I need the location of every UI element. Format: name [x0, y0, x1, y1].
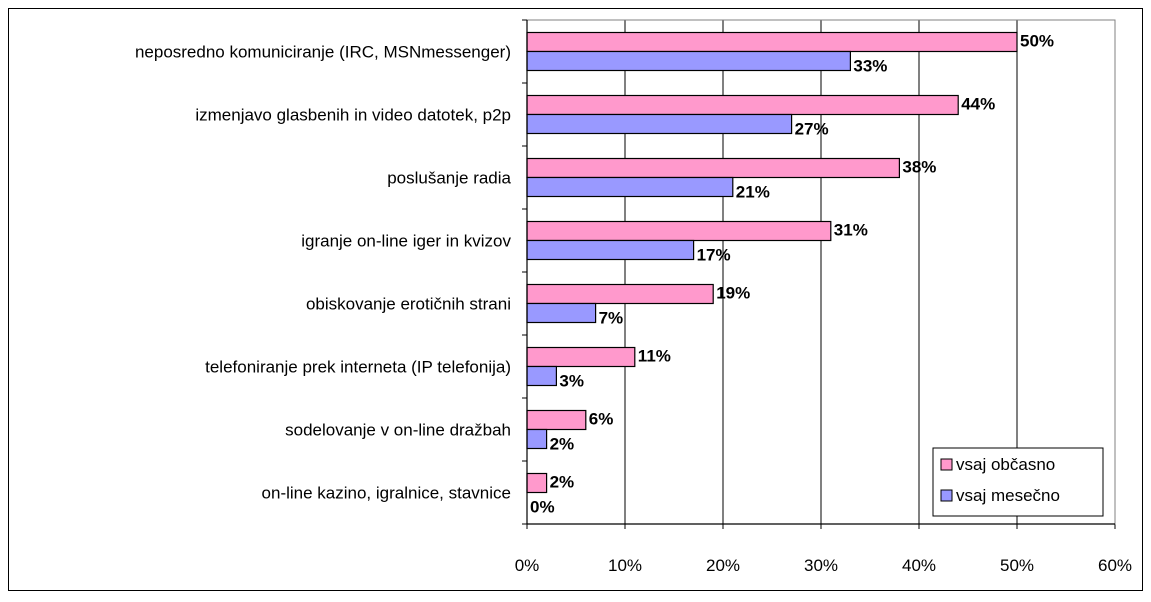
data-label: 2% — [550, 435, 575, 454]
data-label: 7% — [599, 309, 624, 328]
x-tick-label: 50% — [1000, 556, 1034, 575]
x-tick-label: 60% — [1098, 556, 1132, 575]
bar-vsaj-obcasno — [526, 346, 636, 368]
data-label: 0% — [530, 498, 555, 517]
bar-vsaj-obcasno — [526, 31, 1018, 53]
bar-vsaj-obcasno — [526, 157, 900, 179]
category-label: poslušanje radia — [387, 169, 511, 188]
data-label: 50% — [1020, 32, 1054, 51]
bar-vsaj-mesecno — [526, 302, 597, 324]
bar-vsaj-obcasno — [526, 472, 548, 494]
x-tick-label: 40% — [902, 556, 936, 575]
legend-label: vsaj občasno — [956, 455, 1055, 474]
data-label: 33% — [853, 57, 887, 76]
data-label: 31% — [834, 221, 868, 240]
bar-vsaj-mesecno — [526, 176, 734, 198]
labels: neposredno komuniciranje (IRC, MSNmessen… — [135, 32, 1054, 517]
bar-vsaj-mesecno — [526, 239, 695, 261]
axes: 0% 10% 20% 30% 40% 50% 60% — [515, 19, 1132, 575]
bar-vsaj-obcasno — [526, 220, 832, 242]
category-label: on-line kazino, igralnice, stavnice — [262, 484, 511, 503]
legend-box — [932, 447, 1104, 517]
x-tick-label: 10% — [608, 556, 642, 575]
x-tick-label: 0% — [515, 556, 540, 575]
legend-swatch — [940, 489, 953, 502]
category-label: telefoniranje prek interneta (IP telefon… — [205, 358, 511, 377]
x-tick-label: 30% — [804, 556, 838, 575]
data-label: 27% — [795, 120, 829, 139]
category-label: neposredno komuniciranje (IRC, MSNmessen… — [135, 43, 511, 62]
bar-vsaj-mesecno — [526, 365, 557, 387]
data-label: 17% — [697, 246, 731, 265]
data-label: 44% — [961, 95, 995, 114]
category-label: igranje on-line iger in kvizov — [301, 232, 511, 251]
category-label: izmenjavo glasbenih in video datotek, p2… — [195, 106, 511, 125]
data-label: 6% — [589, 410, 614, 429]
data-label: 21% — [736, 183, 770, 202]
data-label: 2% — [550, 473, 575, 492]
data-label: 19% — [716, 284, 750, 303]
bar-vsaj-obcasno — [526, 94, 959, 116]
bar-vsaj-obcasno — [526, 283, 714, 305]
bar-vsaj-obcasno — [526, 409, 587, 431]
data-label: 3% — [559, 372, 584, 391]
legend-swatch — [940, 458, 953, 471]
data-label: 38% — [902, 158, 936, 177]
data-label: 11% — [638, 347, 671, 366]
category-label: obiskovanje erotičnih strani — [306, 295, 511, 314]
bars — [526, 31, 1018, 494]
x-tick-label: 20% — [706, 556, 740, 575]
bar-vsaj-mesecno — [526, 428, 548, 450]
bar-vsaj-mesecno — [526, 113, 793, 135]
legend: vsaj občasno vsaj mesečno — [932, 447, 1104, 517]
category-label: sodelovanje v on-line dražbah — [285, 421, 511, 440]
legend-label: vsaj mesečno — [956, 486, 1060, 505]
bar-vsaj-mesecno — [526, 50, 851, 72]
